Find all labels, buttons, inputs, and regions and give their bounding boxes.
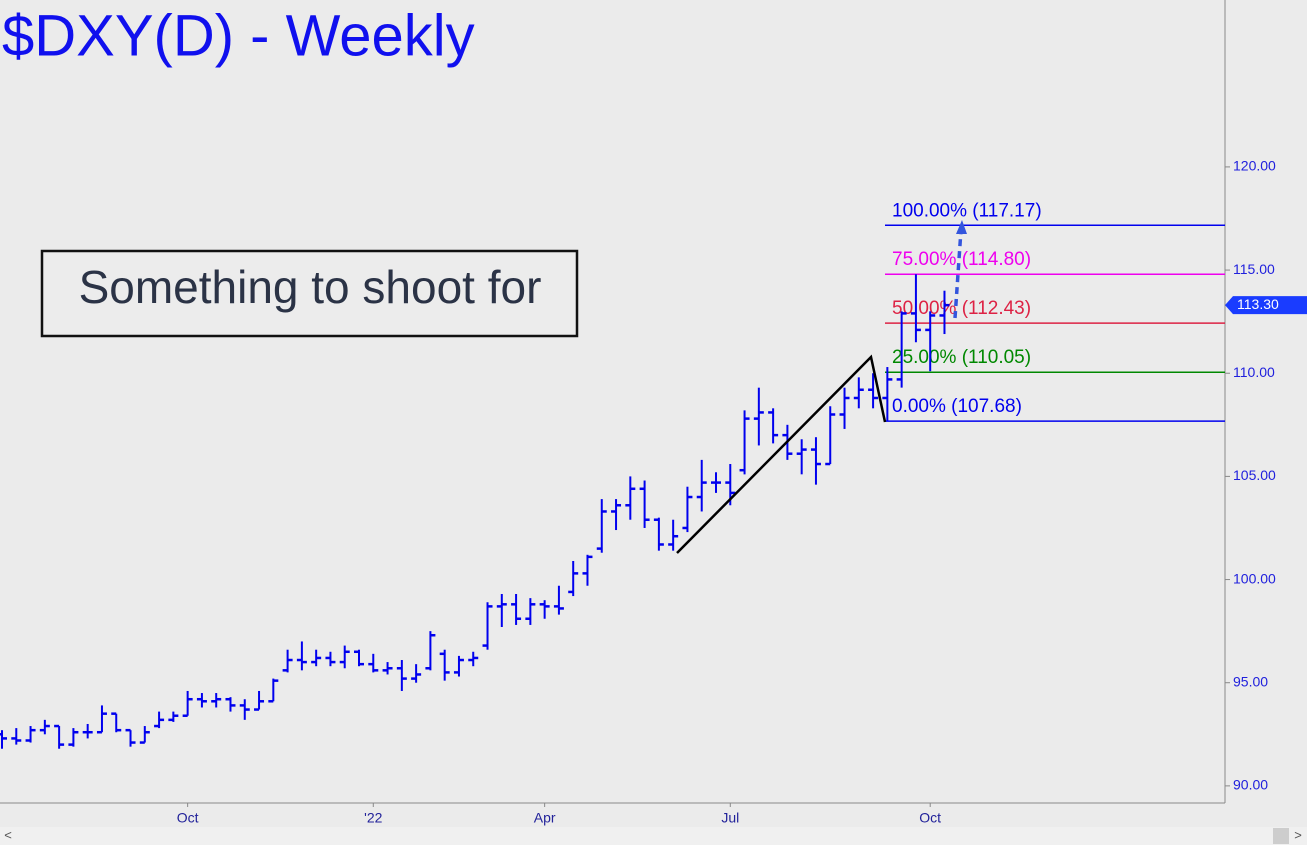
y-tick-label: 90.00: [1233, 777, 1268, 793]
y-tick-label: 115.00: [1233, 261, 1275, 277]
annotation: Something to shoot for: [79, 261, 542, 313]
fib-label: 75.00% (114.80): [892, 249, 1031, 270]
x-tick-label: Jul: [721, 810, 739, 826]
scroll-left[interactable]: <: [4, 827, 12, 842]
annotation-box: [40, 249, 579, 338]
x-tick-label: Apr: [534, 810, 556, 826]
y-tick-label: 105.00: [1233, 467, 1276, 483]
fib-label: 100.00% (117.17): [892, 200, 1042, 221]
scroll-thumb[interactable]: [1273, 828, 1289, 844]
last-price-label: 113.30: [1237, 296, 1279, 312]
target-arrow: [953, 229, 963, 319]
y-tick-label: 120.00: [1233, 158, 1276, 174]
fib-label: 50.00% (112.43): [892, 298, 1031, 319]
fib-label: 0.00% (107.68): [892, 396, 1022, 417]
fib-label: 25.00% (110.05): [892, 347, 1031, 368]
y-tick-label: 110.00: [1233, 364, 1275, 380]
x-tick-label: Oct: [177, 810, 199, 826]
x-tick-label: '22: [364, 810, 382, 826]
scrollbar[interactable]: [0, 827, 1307, 845]
last-price-tag: [1225, 296, 1307, 315]
x-tick-label: Oct: [919, 810, 941, 826]
chart-title: $DXY(D) - Weekly: [2, 3, 475, 68]
scroll-right[interactable]: >: [1294, 827, 1302, 842]
y-tick-label: 100.00: [1233, 570, 1276, 586]
pattern-line: [676, 354, 887, 554]
target-arrowhead: [956, 220, 967, 234]
marks: 90.00 95.00 100.00 105.00 110.00 115.00 120.00…: [0, 158, 1307, 826]
y-tick-label: 95.00: [1233, 673, 1268, 689]
